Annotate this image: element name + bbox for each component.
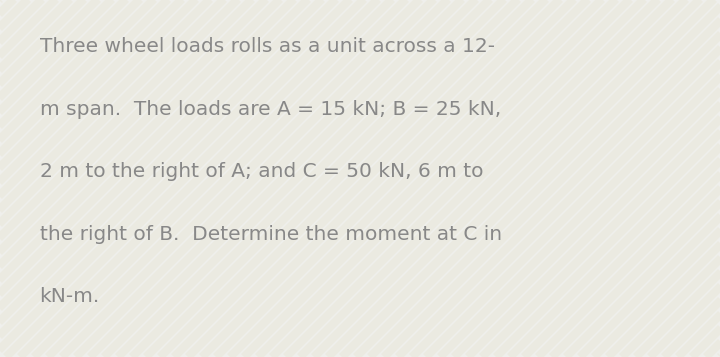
Text: m span.  The loads are A = 15 kN; B = 25 kN,: m span. The loads are A = 15 kN; B = 25 … [40, 100, 501, 119]
Text: the right of B.  Determine the moment at C in: the right of B. Determine the moment at … [40, 225, 502, 244]
Text: Three wheel loads rolls as a unit across a 12-: Three wheel loads rolls as a unit across… [40, 37, 495, 56]
Text: 2 m to the right of A; and C = 50 kN, 6 m to: 2 m to the right of A; and C = 50 kN, 6 … [40, 162, 483, 181]
Text: kN-m.: kN-m. [40, 287, 100, 306]
